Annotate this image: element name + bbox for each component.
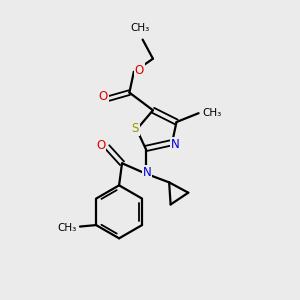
Text: N: N — [171, 138, 180, 151]
Text: CH₃: CH₃ — [130, 23, 149, 33]
Text: CH₃: CH₃ — [202, 108, 221, 118]
Text: N: N — [143, 166, 152, 178]
Text: O: O — [99, 90, 108, 103]
Text: CH₃: CH₃ — [57, 223, 76, 233]
Text: O: O — [96, 139, 106, 152]
Text: O: O — [134, 64, 144, 77]
Text: S: S — [132, 122, 139, 135]
